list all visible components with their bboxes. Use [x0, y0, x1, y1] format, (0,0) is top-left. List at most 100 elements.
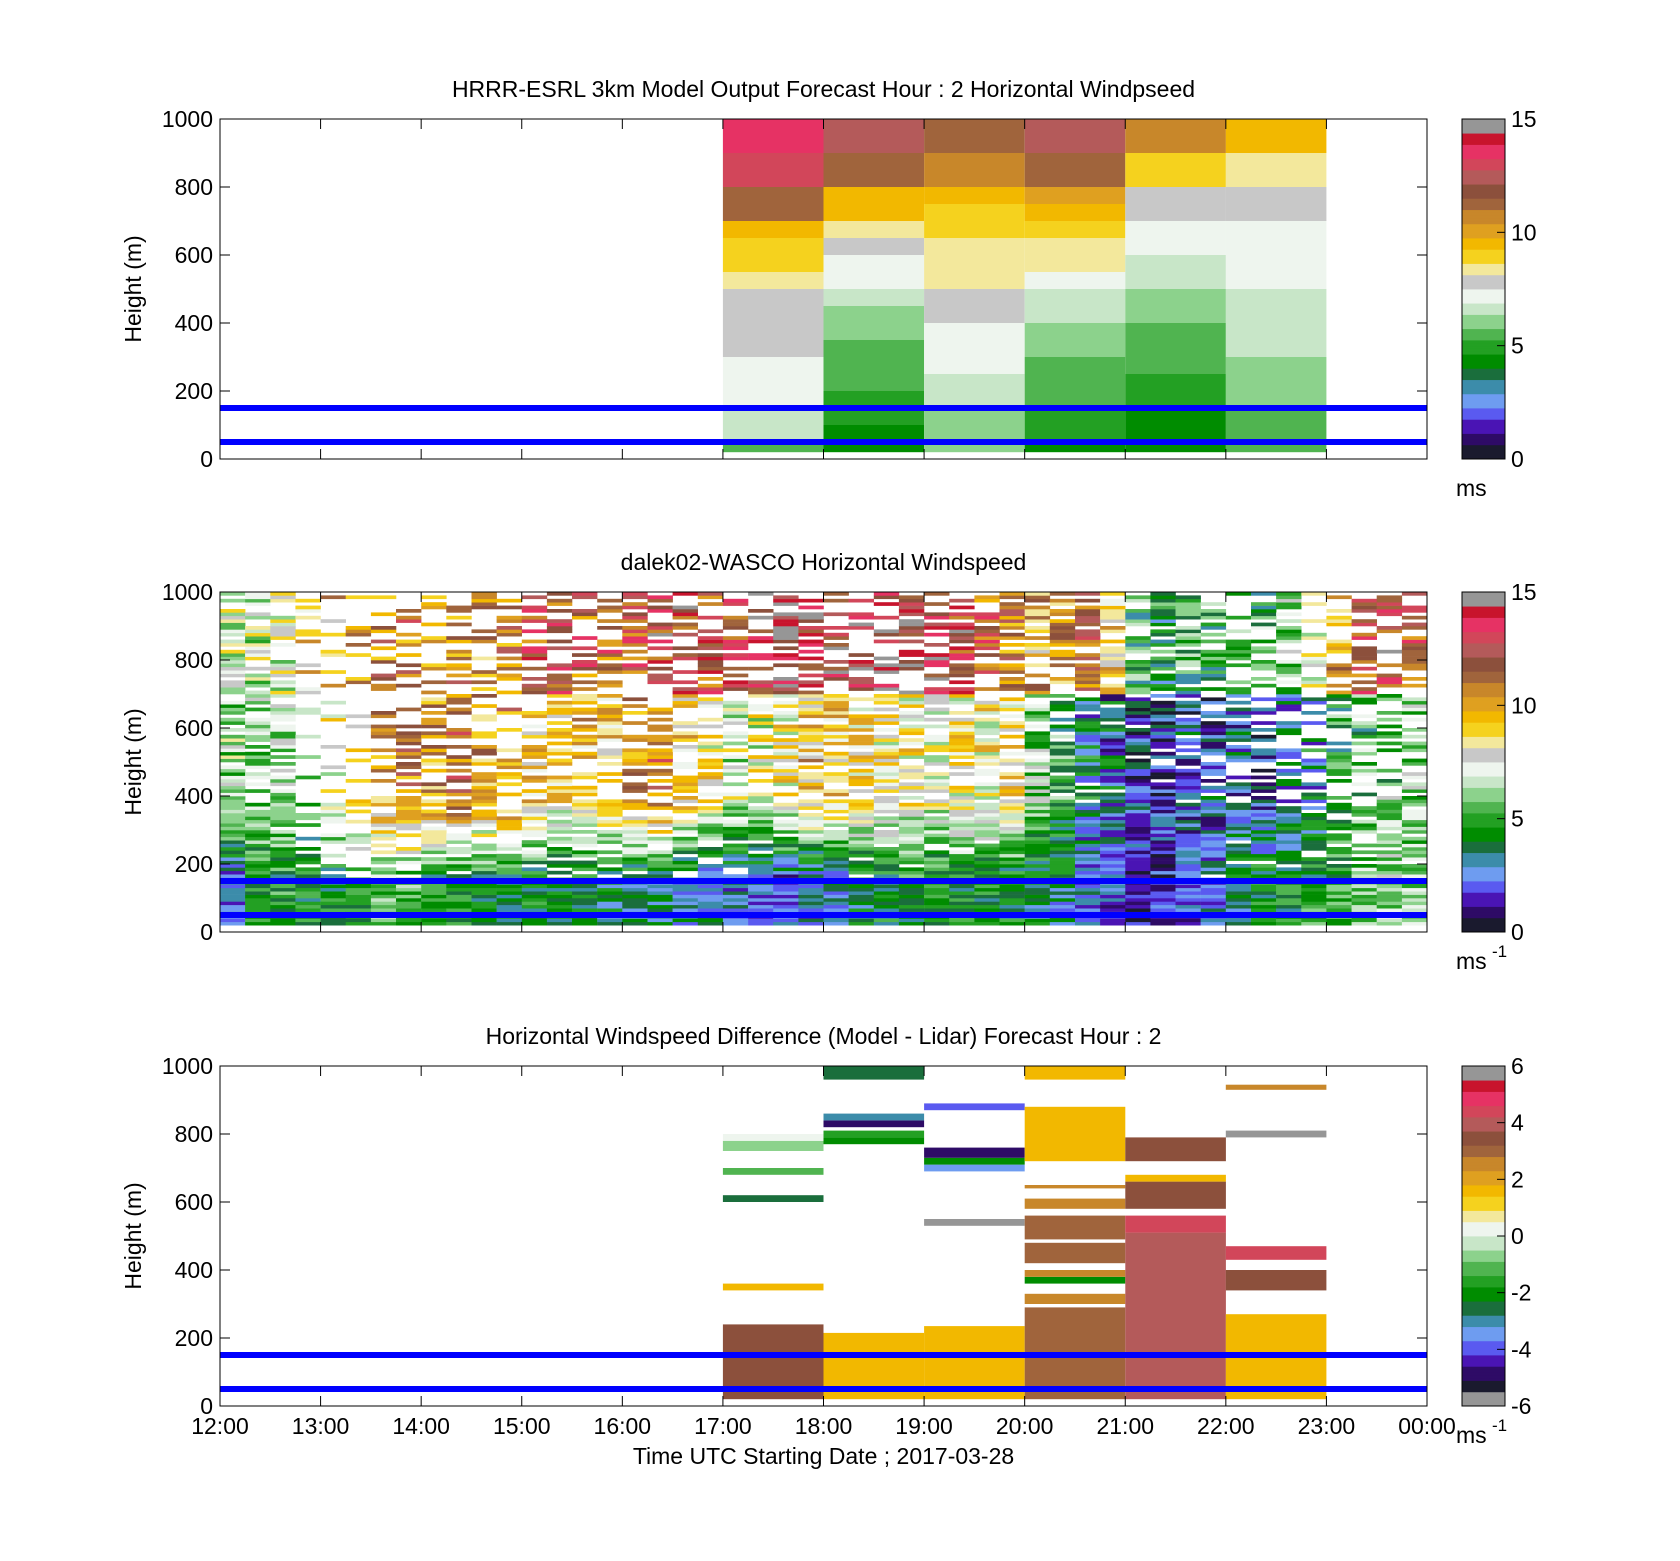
lidar-cell — [1401, 656, 1428, 661]
colorbar-segment — [1462, 694, 1505, 698]
lidar-cell — [1075, 857, 1101, 861]
colorbar-segment — [1462, 1372, 1505, 1376]
lidar-cell — [1049, 619, 1076, 623]
lidar-cell — [1200, 918, 1227, 923]
lidar-cell — [396, 619, 422, 623]
colorbar-segment — [1462, 357, 1505, 361]
lidar-cell — [848, 772, 874, 776]
colorbar-segment — [1462, 767, 1505, 771]
lidar-cell — [546, 792, 573, 797]
lidar-cell — [471, 673, 497, 678]
lidar-cell — [647, 857, 673, 861]
lidar-cell — [823, 789, 849, 793]
lidar-cell — [672, 819, 698, 824]
lidar-cell — [421, 622, 447, 627]
lidar-cell — [873, 847, 900, 851]
lidar-cell — [949, 921, 975, 926]
lidar-cell — [1401, 785, 1428, 790]
lidar-cell — [999, 826, 1025, 831]
heatmap-cell-p1 — [722, 442, 824, 453]
lidar-cell — [421, 826, 447, 831]
lidar-cell — [572, 687, 598, 691]
lidar-cell — [798, 806, 824, 810]
lidar-cell — [1100, 748, 1126, 753]
lidar-cell — [773, 802, 799, 807]
lidar-cell — [697, 887, 724, 892]
lidar-cell — [546, 823, 573, 827]
colorbar-segment — [1462, 408, 1505, 412]
lidar-cell — [974, 738, 1000, 742]
lidar-cell — [220, 717, 246, 722]
lidar-cell — [345, 629, 372, 634]
lidar-cell — [999, 816, 1025, 821]
lidar-cell — [949, 870, 975, 875]
lidar-cell — [370, 768, 397, 773]
colorbar-segment — [1462, 1182, 1505, 1186]
lidar-cell — [521, 816, 548, 821]
lidar-cell — [220, 721, 246, 725]
colorbar-segment — [1462, 1278, 1505, 1282]
lidar-cell — [1150, 772, 1176, 776]
lidar-cell — [471, 602, 497, 606]
lidar-cell — [1049, 847, 1076, 851]
heatmap-cell-p1 — [823, 425, 925, 442]
lidar-cell — [949, 670, 975, 674]
lidar-cell — [446, 697, 472, 702]
lidar-cell — [1251, 904, 1277, 909]
lidar-cell — [245, 819, 271, 824]
lidar-cell — [1150, 836, 1176, 841]
y-tick-label: 800 — [175, 174, 213, 200]
lidar-cell — [622, 772, 648, 776]
lidar-cell — [421, 870, 447, 875]
lidar-cell — [898, 860, 925, 865]
lidar-cell — [1125, 830, 1151, 834]
lidar-cell — [672, 785, 698, 790]
heatmap-cell-p1 — [722, 306, 824, 323]
lidar-cell — [773, 806, 799, 810]
lidar-cell — [697, 700, 724, 705]
lidar-cell — [245, 894, 271, 899]
lidar-cell — [697, 891, 724, 895]
lidar-cell — [1125, 884, 1151, 889]
lidar-cell — [798, 813, 824, 817]
lidar-cell — [924, 615, 950, 620]
lidar-cell — [295, 901, 321, 906]
colorbar-segment — [1462, 1241, 1505, 1245]
lidar-cell — [295, 908, 321, 912]
lidar-cell — [999, 612, 1025, 617]
lidar-cell — [396, 670, 422, 674]
heatmap-cell-p1 — [1024, 391, 1126, 408]
lidar-cell — [245, 656, 271, 661]
lidar-cell — [1276, 779, 1302, 783]
colorbar-segment — [1462, 1360, 1505, 1364]
lidar-cell — [1251, 901, 1277, 906]
lidar-cell — [295, 639, 321, 644]
lidar-cell — [974, 894, 1000, 899]
lidar-cell — [999, 887, 1025, 892]
lidar-cell — [1376, 836, 1403, 841]
lidar-cell — [1200, 779, 1227, 783]
lidar-cell — [597, 694, 623, 698]
colorbar-segment — [1462, 175, 1505, 179]
lidar-cell — [974, 850, 1000, 855]
lidar-cell — [546, 826, 573, 831]
colorbar-tick-label: 0 — [1511, 446, 1524, 472]
lidar-cell — [597, 850, 623, 855]
lidar-cell — [1150, 850, 1176, 855]
lidar-cell — [1125, 673, 1151, 678]
lidar-cell — [396, 901, 422, 906]
colorbar-segment — [1462, 178, 1505, 182]
colorbar-segment — [1462, 1088, 1505, 1092]
lidar-cell — [647, 823, 673, 827]
lidar-cell — [1351, 734, 1377, 739]
lidar-cell — [370, 660, 397, 664]
colorbar-segment — [1462, 410, 1505, 415]
lidar-cell — [1075, 717, 1101, 722]
lidar-cell — [974, 728, 1000, 732]
lidar-cell — [974, 819, 1000, 824]
lidar-cell — [1150, 711, 1176, 715]
lidar-cell — [1200, 721, 1227, 725]
lidar-cell — [1225, 802, 1252, 807]
lidar-cell — [1075, 779, 1101, 783]
lidar-cell — [597, 598, 623, 603]
